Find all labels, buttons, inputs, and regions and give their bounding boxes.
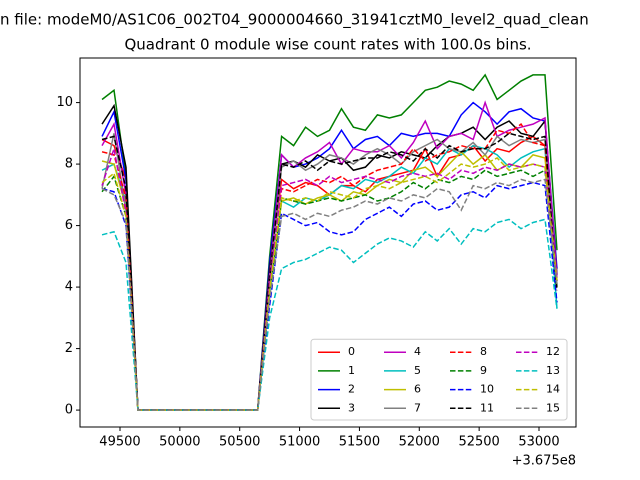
- x-tick-label: 52000: [399, 435, 440, 450]
- legend-label: 4: [414, 345, 421, 358]
- y-tick-label: 10: [56, 95, 73, 110]
- chart-title: Quadrant 0 module wise count rates with …: [124, 36, 531, 54]
- legend-label: 10: [480, 383, 494, 396]
- file-title: n file: modeM0/AS1C06_002T04_9000004660_…: [0, 11, 589, 30]
- y-tick-label: 8: [65, 157, 73, 172]
- axes-frame: [79, 57, 577, 428]
- legend-box: [310, 338, 568, 421]
- legend-label: 1: [348, 364, 355, 377]
- legend-label: 3: [348, 401, 355, 414]
- legend-label: 15: [546, 401, 560, 414]
- legend-label: 2: [348, 383, 355, 396]
- x-tick-label: 50500: [219, 435, 260, 450]
- legend-label: 9: [480, 364, 487, 377]
- legend-label: 11: [480, 401, 494, 414]
- x-tick-label: 52500: [458, 435, 499, 450]
- plot-area: [101, 73, 558, 411]
- legend-label: 8: [480, 345, 487, 358]
- x-tick-label: 51000: [279, 435, 320, 450]
- legend-label: 14: [546, 383, 560, 396]
- legend-label: 6: [414, 383, 421, 396]
- x-offset-label: +3.675e8: [512, 454, 576, 469]
- legend-label: 0: [348, 345, 355, 358]
- x-tick-label: 50000: [159, 435, 200, 450]
- y-tick-label: 6: [65, 218, 73, 233]
- x-tick-label: 53000: [518, 435, 559, 450]
- y-tick-label: 4: [65, 280, 73, 295]
- y-tick-label: 0: [65, 403, 73, 418]
- x-tick-label: 49500: [99, 435, 140, 450]
- legend-label: 13: [546, 364, 560, 377]
- legend-label: 7: [414, 401, 421, 414]
- series-line: [101, 178, 558, 411]
- y-tick-label: 2: [65, 341, 73, 356]
- legend-label: 5: [414, 364, 421, 377]
- legend-label: 12: [546, 345, 560, 358]
- x-tick-label: 51500: [339, 435, 380, 450]
